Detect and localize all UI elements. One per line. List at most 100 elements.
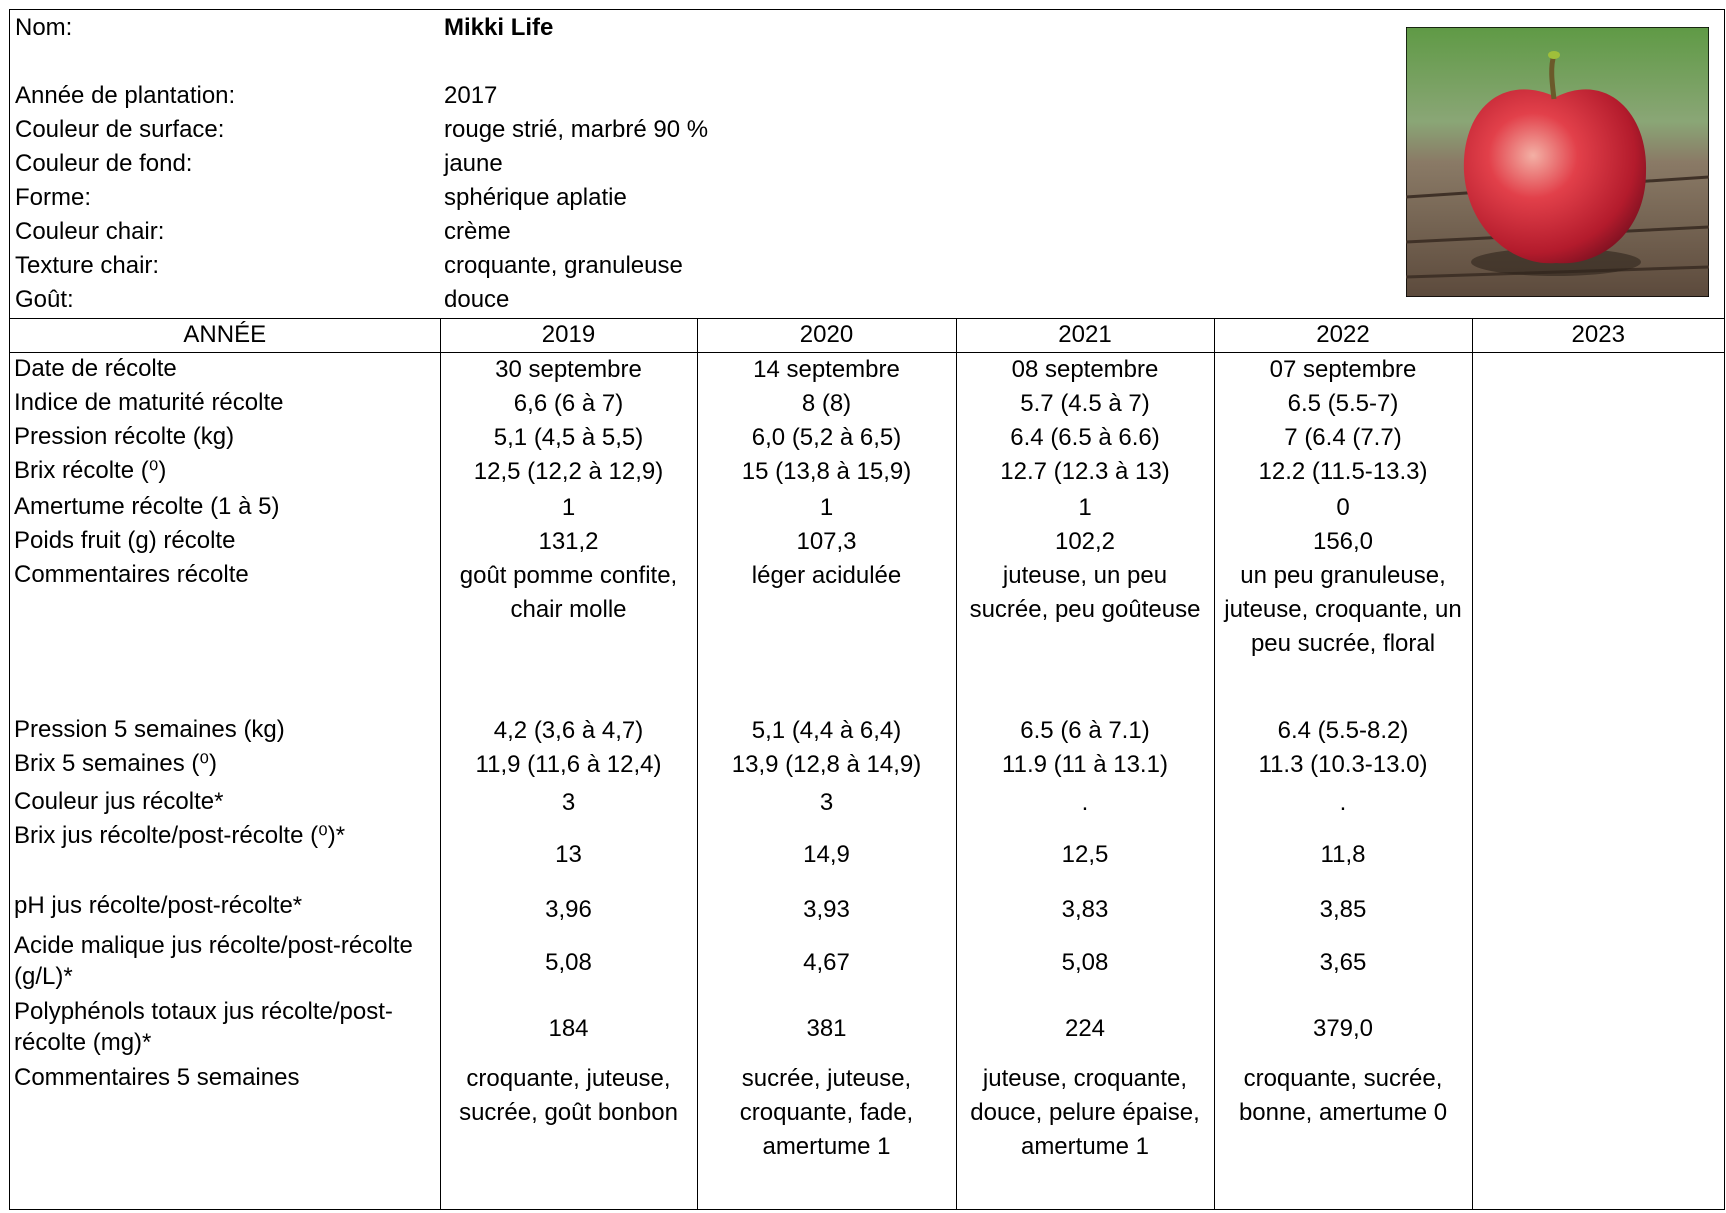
cell: 6.4 (5.5-8.2) bbox=[1213, 714, 1472, 748]
cell: 1 bbox=[439, 491, 697, 525]
row-label: Poids fruit (g) récolte bbox=[14, 527, 236, 554]
apple-photo bbox=[1406, 27, 1709, 297]
empty-cell bbox=[1471, 714, 1724, 748]
data-row: Pression récolte (kg) 5,1 (4,5 à 5,5) 6,0 … bbox=[10, 421, 1724, 455]
cell: 5,1 (4,5 à 5,5) bbox=[439, 421, 697, 455]
cell: 11.9 (11 à 13.1) bbox=[955, 748, 1214, 786]
empty-cell bbox=[1471, 421, 1724, 455]
field-value: jaune bbox=[444, 150, 503, 177]
cell: 6.5 (5.5-7) bbox=[1213, 387, 1472, 421]
cell: 7 (6.4 (7.7) bbox=[1213, 421, 1472, 455]
cell: 6,0 (5,2 à 6,5) bbox=[696, 421, 956, 455]
row-label: Indice de maturité récolte bbox=[14, 389, 284, 416]
data-row: Brix jus récolte/post-récolte (⁰)* 13 14,9… bbox=[10, 820, 1724, 890]
cell: 107,3 bbox=[696, 525, 956, 559]
cell: 3,65 bbox=[1213, 930, 1472, 996]
cell: 3,85 bbox=[1213, 890, 1472, 930]
field-label: Goût: bbox=[15, 286, 74, 313]
cell: 4,67 bbox=[696, 930, 956, 996]
empty-cell bbox=[1471, 786, 1724, 820]
header-row: ANNÉE 2019 2020 2021 2022 2023 bbox=[10, 318, 1724, 353]
row-label: Polyphénols totaux jus récolte/post-réco… bbox=[14, 998, 393, 1056]
empty-cell bbox=[1471, 491, 1724, 525]
cell: 8 (8) bbox=[696, 387, 956, 421]
data-row: Couleur jus récolte* 3 3.. bbox=[10, 786, 1724, 820]
field-label: Nom: bbox=[15, 14, 73, 41]
empty-cell bbox=[1471, 352, 1724, 387]
cell: 6.4 (6.5 à 6.6) bbox=[955, 421, 1214, 455]
cell: 0 bbox=[1213, 491, 1472, 525]
cell: 224 bbox=[955, 996, 1214, 1062]
cell: 3,83 bbox=[955, 890, 1214, 930]
cell: 30 septembre bbox=[439, 352, 697, 387]
row-label: Acide malique jus récolte/post-récolte (… bbox=[14, 932, 413, 990]
field-label: Couleur de surface: bbox=[15, 116, 225, 143]
data-row: Commentaires 5 semaines croquante, juteus… bbox=[10, 1062, 1724, 1210]
cell: 3 bbox=[696, 786, 956, 820]
column-header: ANNÉE bbox=[10, 318, 440, 353]
row-label: Brix récolte (⁰) bbox=[14, 457, 167, 484]
cell: 381 bbox=[696, 996, 956, 1062]
field-value: rouge strié, marbré 90 % bbox=[444, 116, 709, 143]
empty-cell bbox=[1471, 1062, 1724, 1210]
row-label: Commentaires récolte bbox=[14, 561, 249, 588]
header: Nom: Mikki Life Année de plantation: 2017 Co… bbox=[10, 10, 1724, 318]
empty-cell bbox=[1471, 559, 1724, 714]
data-row: Date de récolte 30 septembre 14 septembre 0… bbox=[10, 352, 1724, 387]
cell: croquante, sucrée, bonne, amertume 0 bbox=[1213, 1062, 1472, 1210]
cell: 12,5 bbox=[955, 820, 1214, 890]
cell: . bbox=[955, 786, 1214, 820]
field-value: sphérique aplatie bbox=[444, 184, 627, 211]
cell: 11.3 (10.3-13.0) bbox=[1213, 748, 1472, 786]
cell: . bbox=[1213, 786, 1472, 820]
data-row: Amertume récolte (1 à 5) 1 1 1 0 bbox=[10, 491, 1724, 525]
row-label: Brix jus récolte/post-récolte (⁰)* bbox=[14, 822, 346, 849]
cell: sucrée, juteuse, croquante, fade, amertu… bbox=[696, 1062, 956, 1210]
cell: 1 bbox=[955, 491, 1214, 525]
column-header: 2023 bbox=[1471, 318, 1724, 353]
cell: 6,6 (6 à 7) bbox=[439, 387, 697, 421]
column-header: 2019 bbox=[439, 318, 697, 353]
empty-cell bbox=[1471, 387, 1724, 421]
cell: 379,0 bbox=[1213, 996, 1472, 1062]
row-label: pH jus récolte/post-récolte* bbox=[14, 892, 303, 919]
data-row: Commentaires récolte goût pomme confite, … bbox=[10, 559, 1724, 714]
cell: 15 (13,8 à 15,9) bbox=[696, 455, 956, 491]
empty-cell bbox=[1471, 890, 1724, 930]
table: ANNÉE 2019 2020 2021 2022 2023 Date de récolte… bbox=[10, 318, 1724, 1210]
row-label: Commentaires 5 semaines bbox=[14, 1064, 300, 1091]
cell: juteuse, un peu sucrée, peu goûteuse bbox=[955, 559, 1214, 714]
empty-cell bbox=[1471, 930, 1724, 996]
cell: croquante, juteuse, sucrée, goût bonbon bbox=[439, 1062, 697, 1210]
field-value: douce bbox=[444, 286, 510, 313]
field-label: Texture chair: bbox=[15, 252, 160, 279]
field-value: 2017 bbox=[444, 82, 498, 109]
cell: 3,93 bbox=[696, 890, 956, 930]
cell: 5,08 bbox=[439, 930, 697, 996]
data-row: Poids fruit (g) récolte 131,2 107,3 102,2 15… bbox=[10, 525, 1724, 559]
data-row: Acide malique jus récolte/post-récolte (… bbox=[10, 930, 1724, 996]
cell: un peu granuleuse, juteuse, croquante, u… bbox=[1213, 559, 1472, 714]
row-label: Pression récolte (kg) bbox=[14, 423, 235, 450]
cell: 12.2 (11.5-13.3) bbox=[1213, 455, 1472, 491]
field-label: Forme: bbox=[15, 184, 92, 211]
cell: 11,8 bbox=[1213, 820, 1472, 890]
column-header: 2020 bbox=[696, 318, 956, 353]
column-header: 2022 bbox=[1213, 318, 1472, 353]
cell: 11,9 (11,6 à 12,4) bbox=[439, 748, 697, 786]
cell: 13 bbox=[439, 820, 697, 890]
cell: 08 septembre bbox=[955, 352, 1214, 387]
field-value: Mikki Life bbox=[444, 14, 554, 41]
data-row: Brix 5 semaines (⁰) 11,9 (11,6 à 12,4) 13,… bbox=[10, 748, 1724, 786]
empty-cell bbox=[1471, 996, 1724, 1062]
sheet: Nom: Mikki Life Année de plantation: 2017 Co… bbox=[9, 9, 1725, 1210]
cell: 156,0 bbox=[1213, 525, 1472, 559]
cell: 131,2 bbox=[439, 525, 697, 559]
field-value: crème bbox=[444, 218, 511, 245]
data-row: Brix récolte (⁰) 12,5 (12,2 à 12,9) 15 (13… bbox=[10, 455, 1724, 491]
row-label: Brix 5 semaines (⁰) bbox=[14, 750, 218, 777]
cell: 3 bbox=[439, 786, 697, 820]
row-label: Amertume récolte (1 à 5) bbox=[14, 493, 280, 520]
cell: 5.7 (4.5 à 7) bbox=[955, 387, 1214, 421]
cell: 5,1 (4,4 à 6,4) bbox=[696, 714, 956, 748]
